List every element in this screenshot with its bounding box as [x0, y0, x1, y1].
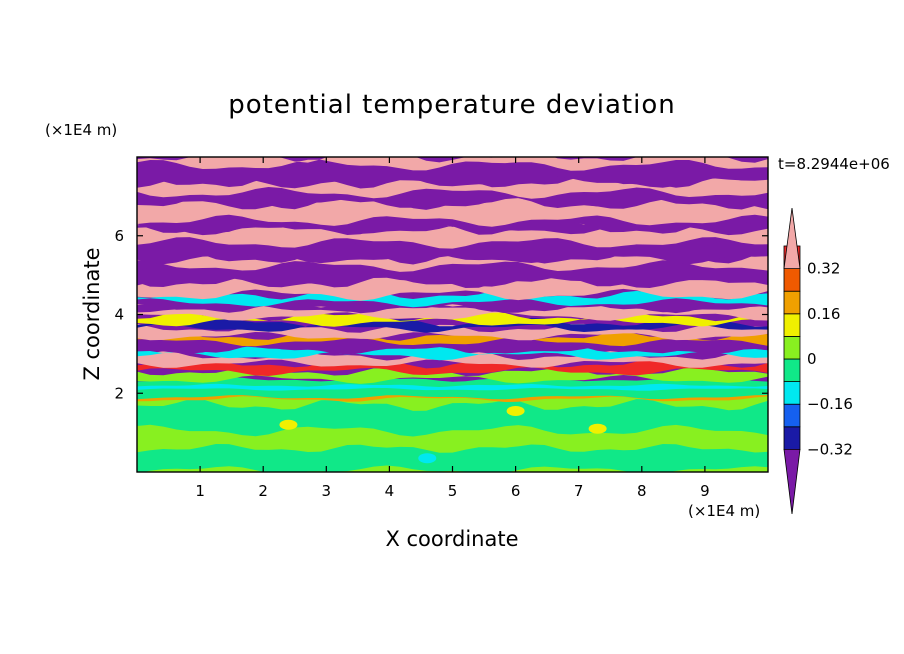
- y-axis-label: Z coordinate: [80, 247, 104, 380]
- y-axis-ticks: 2 4 6: [114, 227, 768, 402]
- colorbar-extend-bottom: [783, 449, 801, 515]
- x-axis-label: X coordinate: [385, 527, 518, 551]
- colorbar-cell: [783, 313, 801, 337]
- x-tick-label: 2: [258, 482, 268, 500]
- colorbar-cell: [783, 268, 801, 292]
- y-tick-label: 2: [114, 384, 124, 402]
- contour-upper-band: [137, 276, 768, 301]
- contour-upper-band: [137, 223, 768, 249]
- colorbar-tick-label: 0: [807, 350, 817, 368]
- contour-inversion-band: [137, 383, 768, 391]
- x-axis-ticks: 1 2 3 4 5 6 7 8 9: [195, 157, 710, 500]
- contour-upper-band: [137, 251, 768, 272]
- colorbar: 0.32 0.16 0 −0.16 −0.32: [783, 207, 853, 515]
- contour-patch: [279, 419, 298, 430]
- contour-lower-patch: [137, 444, 768, 472]
- colorbar-tick-label: 0.32: [807, 260, 840, 278]
- x-unit-label: (×1E4 m): [688, 502, 760, 520]
- colorbar-cell: [783, 335, 801, 360]
- contour-plot-area: [137, 157, 768, 472]
- colorbar-cell: [783, 381, 801, 405]
- x-tick-label: 7: [574, 482, 584, 500]
- contour-upper-band: [137, 197, 768, 227]
- x-tick-label: 6: [511, 482, 521, 500]
- time-label: t=8.2944e+06: [778, 155, 890, 173]
- x-tick-label: 5: [448, 482, 458, 500]
- colorbar-cell: [783, 426, 801, 450]
- contour-patch: [588, 423, 607, 434]
- y-tick-label: 4: [114, 306, 124, 324]
- x-tick-label: 1: [195, 482, 205, 500]
- contour-upper-band: [137, 214, 768, 236]
- contour-mixed-band: [137, 345, 768, 361]
- colorbar-tick-label: −0.16: [807, 395, 853, 413]
- contour-mixed-band: [137, 367, 768, 384]
- colorbar-cell: [783, 358, 801, 383]
- contour-upper-band: [137, 186, 768, 210]
- contour-mixed-band: [137, 317, 768, 333]
- contour-patch: [418, 453, 437, 464]
- contour-mixed-band: [137, 297, 768, 313]
- x-tick-label: 3: [322, 482, 332, 500]
- chart-title: potential temperature deviation: [228, 90, 675, 120]
- contour-mixed-band: [137, 359, 768, 376]
- colorbar-cell: [783, 403, 801, 428]
- contour-mixed-band: [137, 337, 768, 355]
- colorbar-tick-label: 0.16: [807, 305, 840, 323]
- contour-fills: [137, 157, 768, 472]
- x-tick-label: 4: [385, 482, 395, 500]
- contour-patch: [506, 405, 525, 416]
- y-unit-label: (×1E4 m): [45, 121, 117, 139]
- contour-mixed-band: [137, 290, 768, 308]
- colorbar-tick-label: −0.32: [807, 440, 853, 458]
- colorbar-extend-top: [783, 207, 801, 269]
- contour-upper-band: [137, 158, 768, 189]
- contour-upper-band: [137, 259, 768, 288]
- x-tick-label: 9: [700, 482, 710, 500]
- x-tick-label: 8: [637, 482, 647, 500]
- y-tick-label: 6: [114, 227, 124, 245]
- colorbar-cell: [783, 290, 801, 315]
